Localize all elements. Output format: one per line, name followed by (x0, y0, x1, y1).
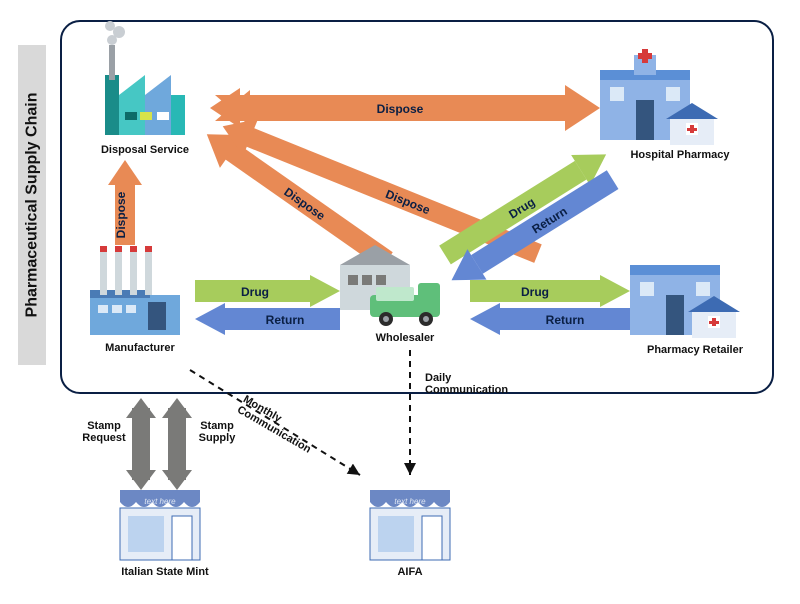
mint-node: Italian State Mint (110, 562, 220, 578)
arrow-stamp-supply (162, 398, 192, 490)
label-stamp-supply: Stamp Supply (192, 420, 242, 444)
retailer-node: Pharmacy Retailer (635, 340, 755, 356)
aifa-icon: text here (370, 490, 450, 560)
title-sidebar: Pharmaceutical Supply Chain (18, 45, 46, 365)
manufacturer-node: Manufacturer (95, 338, 185, 354)
svg-text:text here: text here (394, 497, 426, 506)
disposal-node: Disposal Service (95, 140, 195, 156)
svg-text:text here: text here (144, 497, 176, 506)
label-daily: Daily Communication (425, 360, 508, 396)
label-stamp-request: Stamp Request (80, 420, 128, 444)
wholesaler-node: Wholesaler (360, 328, 450, 344)
arrow-stamp-request (126, 398, 156, 490)
mint-icon: text here (120, 490, 200, 560)
page-title: Pharmaceutical Supply Chain (23, 93, 41, 318)
aifa-node: AIFA (370, 562, 450, 578)
hospital-node: Hospital Pharmacy (615, 145, 745, 161)
